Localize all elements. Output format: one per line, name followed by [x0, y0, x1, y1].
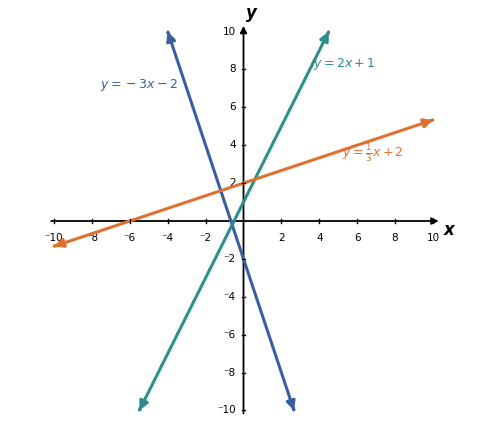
Text: 10: 10 — [223, 27, 236, 37]
Text: ⁻4: ⁻4 — [224, 292, 236, 302]
Text: ⁻8: ⁻8 — [86, 233, 98, 243]
Text: ⁻6: ⁻6 — [124, 233, 136, 243]
Text: ⁻8: ⁻8 — [224, 368, 236, 377]
Text: 6: 6 — [229, 103, 236, 112]
Text: 8: 8 — [392, 233, 398, 243]
Text: $y = -3x - 2$: $y = -3x - 2$ — [100, 76, 178, 93]
Text: 4: 4 — [229, 140, 236, 150]
Text: x: x — [443, 221, 454, 240]
Text: 6: 6 — [354, 233, 360, 243]
Text: ⁻6: ⁻6 — [224, 330, 236, 339]
Text: 8: 8 — [229, 65, 236, 74]
Text: $y = \frac{1}{3}x + 2$: $y = \frac{1}{3}x + 2$ — [341, 142, 403, 164]
Text: ⁻10: ⁻10 — [45, 233, 63, 243]
Text: 10: 10 — [426, 233, 439, 243]
Text: 2: 2 — [278, 233, 285, 243]
Text: $y = 2x + 1$: $y = 2x + 1$ — [313, 56, 375, 72]
Text: 2: 2 — [229, 178, 236, 188]
Text: ⁻4: ⁻4 — [162, 233, 174, 243]
Text: 4: 4 — [316, 233, 322, 243]
Text: y: y — [245, 4, 257, 22]
Text: ⁻10: ⁻10 — [217, 405, 236, 415]
Text: ⁻2: ⁻2 — [224, 254, 236, 264]
Text: ⁻2: ⁻2 — [200, 233, 212, 243]
